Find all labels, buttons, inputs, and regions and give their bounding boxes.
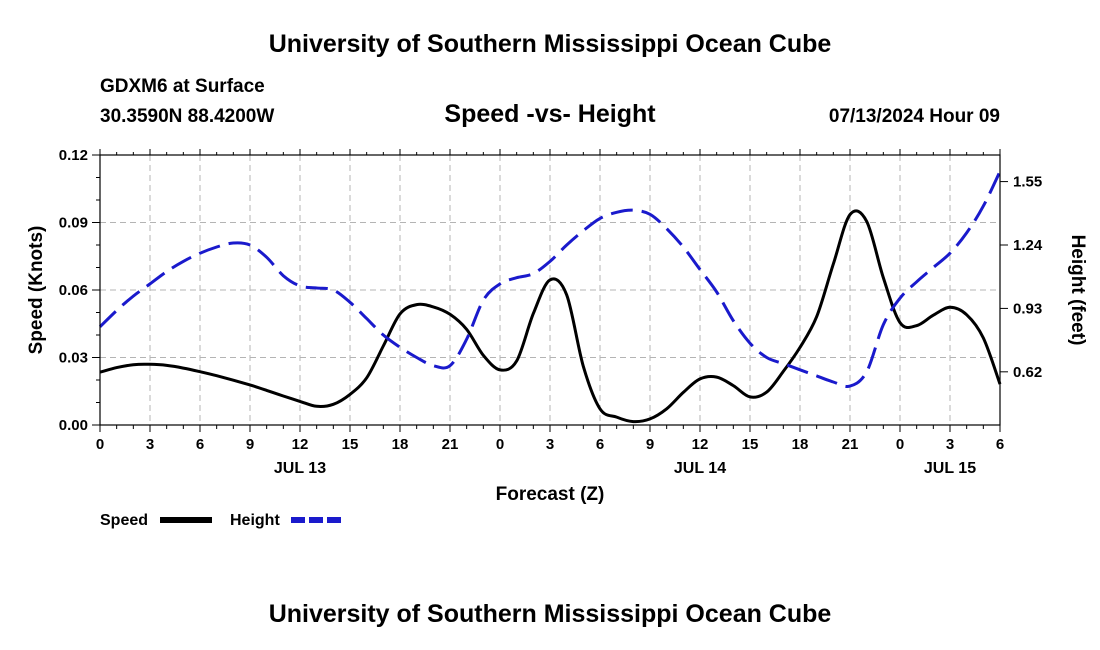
- x-tick-label: 18: [792, 436, 809, 453]
- date-label: JUL 13: [274, 460, 326, 477]
- x-tick-label: 18: [392, 436, 409, 453]
- date-label: JUL 14: [674, 460, 726, 477]
- axes: 0 3 6 9 12 15 18 21 0 3 6 9 12 15 18 21 0 3 6 JUL 13 JUL 14 J…: [26, 147, 1088, 505]
- height-series-line: [98, 170, 1002, 388]
- y-left-tick-label: 0.03: [59, 350, 88, 367]
- x-axis-title: Forecast (Z): [496, 484, 605, 505]
- y-left-axis-title: Speed (Knots): [26, 226, 47, 355]
- station-label: GDXM6 at Surface: [100, 76, 265, 97]
- y-left-tick-label: 0.09: [59, 215, 88, 232]
- x-tick-label: 6: [196, 436, 204, 453]
- y-right-tick-label: 0.93: [1013, 300, 1042, 317]
- legend-label-speed: Speed: [100, 512, 148, 529]
- speed-height-chart: 0 3 6 9 12 15 18 21 0 3 6 9 12 15 18 21 0 3 6 JUL 13 JUL 14 J…: [26, 147, 1088, 529]
- y-left-tick-label: 0.06: [59, 282, 88, 299]
- x-tick-label: 3: [946, 436, 954, 453]
- x-tick-label: 0: [96, 436, 104, 453]
- forecast-timestamp: 07/13/2024 Hour 09: [828, 106, 1000, 127]
- x-tick-label: 21: [442, 436, 459, 453]
- station-coordinates: 30.3590N 88.4200W: [100, 106, 275, 127]
- x-tick-label: 0: [896, 436, 904, 453]
- legend-label-height: Height: [230, 512, 280, 529]
- y-right-tick-label: 1.24: [1013, 237, 1043, 254]
- x-tick-label: 15: [342, 436, 359, 453]
- main-title: University of Southern Mississippi Ocean…: [268, 30, 832, 58]
- x-tick-label: 21: [842, 436, 859, 453]
- chart-title: Speed -vs- Height: [444, 100, 656, 128]
- y-right-axis-title: Height (feet): [1067, 235, 1088, 346]
- y-right-tick-label: 1.55: [1013, 174, 1042, 191]
- grid-lines: [100, 154, 1000, 425]
- series-lines: [98, 170, 1002, 424]
- x-tick-label: 6: [596, 436, 604, 453]
- y-left-tick-label: 0.12: [59, 147, 88, 164]
- footer-title: University of Southern Mississippi Ocean…: [268, 600, 832, 628]
- x-tick-label: 6: [996, 436, 1004, 453]
- x-tick-label: 3: [146, 436, 154, 453]
- y-left-tick-label: 0.00: [59, 417, 88, 434]
- x-tick-label: 9: [646, 436, 654, 453]
- date-label: JUL 15: [924, 460, 976, 477]
- x-tick-label: 12: [692, 436, 709, 453]
- speed-series-line: [99, 209, 1002, 424]
- y-right-tick-label: 0.62: [1013, 364, 1042, 381]
- x-tick-label: 12: [292, 436, 309, 453]
- x-tick-label: 0: [496, 436, 504, 453]
- x-tick-label: 15: [742, 436, 759, 453]
- x-tick-label: 3: [546, 436, 554, 453]
- x-tick-label: 9: [246, 436, 254, 453]
- legend: Speed Height: [100, 512, 343, 529]
